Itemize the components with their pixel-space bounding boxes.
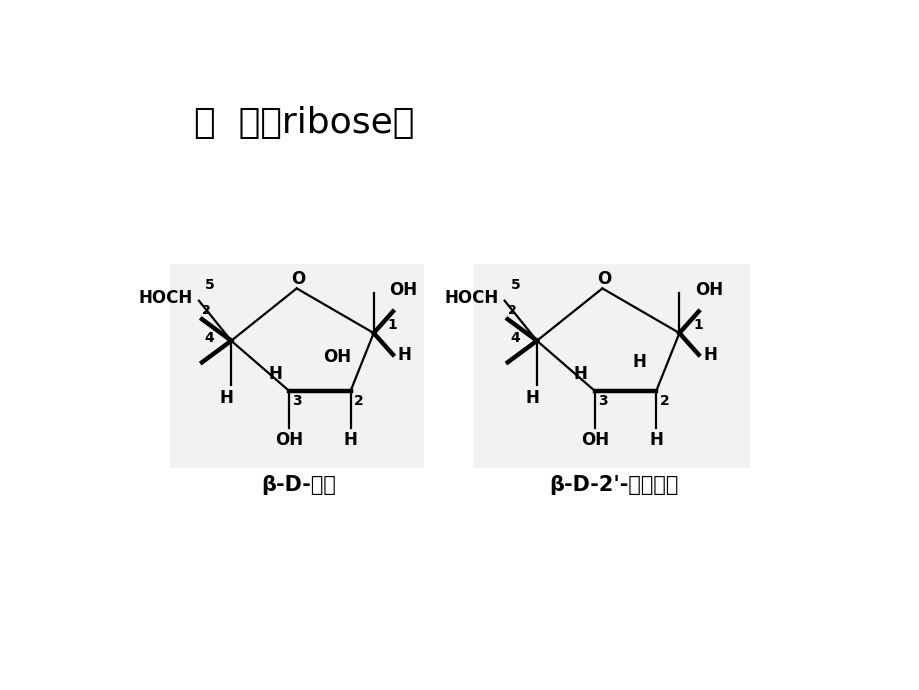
Text: HOCH: HOCH [444, 288, 498, 306]
Text: OH: OH [694, 281, 722, 299]
Text: H: H [573, 365, 587, 383]
Text: 5: 5 [205, 278, 214, 293]
Text: 2: 2 [507, 304, 516, 317]
Text: OH: OH [323, 348, 350, 366]
Text: 3: 3 [597, 394, 607, 408]
Text: H: H [649, 431, 663, 449]
Text: β-D-核糖: β-D-核糖 [260, 475, 335, 495]
Text: 2: 2 [353, 394, 363, 408]
Text: H: H [702, 346, 717, 364]
Text: 4: 4 [510, 331, 520, 345]
Text: H: H [268, 365, 282, 383]
Text: HOCH: HOCH [139, 288, 193, 306]
Text: 2: 2 [659, 394, 668, 408]
Text: H: H [397, 346, 411, 364]
Text: OH: OH [389, 281, 417, 299]
Text: OH: OH [580, 431, 608, 449]
Text: H: H [631, 353, 645, 371]
Text: β-D-2'-脱氧核糖: β-D-2'-脱氧核糖 [549, 475, 678, 495]
Text: 1: 1 [693, 318, 702, 333]
Text: OH: OH [275, 431, 302, 449]
Text: O: O [290, 270, 305, 288]
FancyBboxPatch shape [472, 264, 749, 468]
Text: 4: 4 [205, 331, 214, 345]
Text: 1: 1 [387, 318, 397, 333]
Text: 3: 3 [291, 394, 301, 408]
Text: 5: 5 [510, 278, 520, 293]
Text: H: H [525, 388, 539, 406]
Text: 2: 2 [202, 304, 210, 317]
FancyBboxPatch shape [169, 264, 424, 468]
Text: O: O [596, 270, 610, 288]
Text: H: H [344, 431, 357, 449]
Text: H: H [220, 388, 233, 406]
Text: 戊  糖（ribose）: 戊 糖（ribose） [194, 106, 414, 140]
